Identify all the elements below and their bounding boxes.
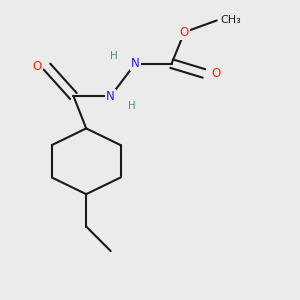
Text: O: O bbox=[32, 60, 42, 73]
Text: H: H bbox=[128, 101, 136, 111]
Text: N: N bbox=[106, 89, 115, 103]
Text: CH₃: CH₃ bbox=[220, 15, 241, 26]
Text: H: H bbox=[110, 51, 118, 61]
Text: N: N bbox=[131, 57, 140, 70]
Text: O: O bbox=[211, 67, 220, 80]
Text: O: O bbox=[180, 26, 189, 39]
